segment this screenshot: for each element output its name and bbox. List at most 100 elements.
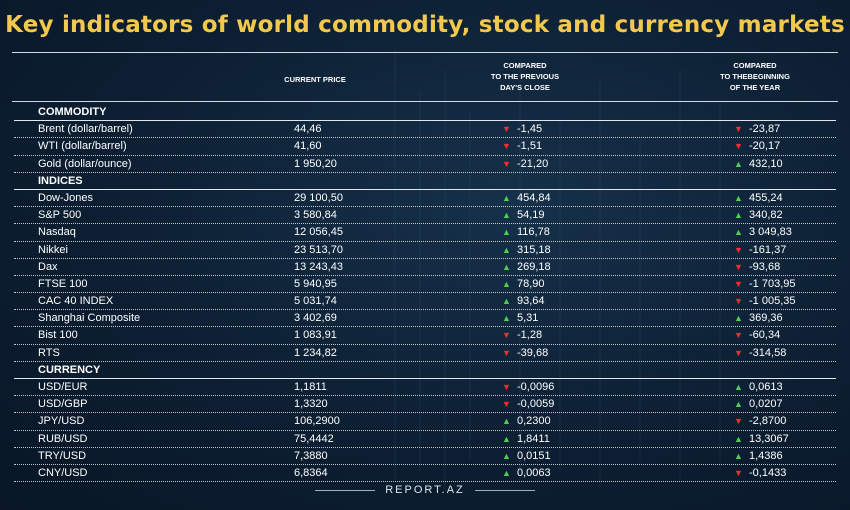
row-change-year: ▲ 432,10 (734, 158, 783, 170)
table-row: Dow-Jones 29 100,50 ▲ 454,84 ▲ 455,24 (14, 190, 836, 208)
row-change-day: ▼ -1,51 (502, 140, 542, 152)
row-name: TRY/USD (38, 449, 87, 462)
triangle-down-icon: ▼ (734, 278, 743, 289)
triangle-down-icon: ▼ (502, 141, 511, 152)
triangle-up-icon: ▲ (734, 399, 743, 410)
row-name: Dow-Jones (38, 191, 94, 204)
triangle-up-icon: ▲ (502, 244, 511, 255)
row-change-year: ▲ 340,82 (734, 209, 783, 221)
row-change-day: ▲ 269,18 (502, 261, 551, 273)
header-current-price: CURRENT PRICE (284, 75, 346, 84)
row-change-year: ▲ 1,4386 (734, 450, 783, 462)
row-name: Nasdaq (38, 226, 76, 239)
table-row: Shanghai Composite 3 402,69 ▲ 5,31 ▲ 369,36 (14, 310, 836, 328)
row-price: 75,4442 (294, 432, 334, 445)
header-compared-day: COMPARED TO THE PREVIOUS DAY'S CLOSE (470, 60, 580, 93)
triangle-up-icon: ▲ (502, 278, 511, 289)
row-change-year: ▲ 0,0613 (734, 381, 783, 393)
row-change-year: ▲ 13,3067 (734, 433, 789, 445)
row-price: 3 402,69 (294, 312, 337, 325)
header-day-line-1: COMPARED (503, 61, 547, 70)
footer-brand: REPORT.AZ (385, 484, 465, 496)
row-price: 1,3320 (294, 398, 328, 411)
row-name: Nikkei (38, 243, 68, 256)
triangle-up-icon: ▲ (502, 296, 511, 307)
table-row: WTI (dollar/barrel) 41,60 ▼ -1,51 ▼ -20,17 (14, 138, 836, 156)
row-price: 1 950,20 (294, 157, 337, 170)
row-change-day: ▲ 5,31 (502, 312, 538, 324)
row-change-year: ▼ -1 005,35 (734, 295, 795, 307)
triangle-down-icon: ▼ (502, 330, 511, 341)
header-year-line-1: COMPARED (733, 61, 777, 70)
change-day-value: 0,0151 (517, 449, 551, 462)
row-change-day: ▲ 0,0151 (502, 450, 551, 462)
change-year-value: -93,68 (749, 260, 781, 273)
row-name: USD/EUR (38, 381, 88, 393)
row-price: 29 100,50 (294, 191, 343, 204)
row-price: 3 580,84 (294, 209, 337, 222)
row-name: USD/GBP (38, 398, 88, 411)
change-year-value: -23,87 (749, 123, 781, 136)
row-change-day: ▲ 93,64 (502, 295, 545, 307)
row-change-year: ▼ -2,8700 (734, 415, 786, 427)
triangle-up-icon: ▲ (502, 450, 511, 461)
row-change-day: ▲ 315,18 (502, 244, 551, 256)
row-change-year: ▲ 369,36 (734, 312, 783, 324)
row-name: RTS (38, 346, 60, 359)
triangle-down-icon: ▼ (734, 296, 743, 307)
row-price: 44,46 (294, 123, 322, 136)
change-year-value: 0,0207 (749, 398, 783, 411)
triangle-down-icon: ▼ (734, 330, 743, 341)
row-change-year: ▼ -314,58 (734, 347, 786, 359)
row-change-year: ▼ -161,37 (734, 244, 786, 256)
change-year-value: 455,24 (749, 191, 783, 204)
triangle-up-icon: ▲ (502, 467, 511, 478)
change-day-value: 454,84 (517, 191, 551, 204)
section-header: INDICES (14, 173, 836, 190)
change-day-value: -39,68 (517, 346, 549, 359)
header-year-line-3: OF THE YEAR (729, 83, 781, 92)
row-price: 6,8364 (294, 466, 328, 479)
triangle-up-icon: ▲ (502, 227, 511, 238)
change-day-value: -0,0059 (517, 398, 555, 411)
change-day-value: -21,20 (517, 157, 549, 170)
row-change-year: ▼ -60,34 (734, 329, 780, 341)
row-change-year: ▲ 455,24 (734, 192, 783, 204)
row-name: Brent (dollar/barrel) (38, 123, 133, 136)
row-name: Shanghai Composite (38, 312, 141, 325)
section-header: CURRENCY (14, 362, 836, 379)
triangle-up-icon: ▲ (502, 313, 511, 324)
row-name: Bist 100 (38, 329, 78, 342)
change-day-value: 54,19 (517, 209, 545, 222)
table-row: S&P 500 3 580,84 ▲ 54,19 ▲ 340,82 (14, 207, 836, 225)
row-change-day: ▲ 1,8411 (502, 433, 550, 445)
header-top-rule (12, 52, 838, 53)
change-day-value: 0,2300 (517, 415, 551, 428)
change-day-value: -1,51 (517, 140, 543, 153)
header-bottom-rule (12, 101, 838, 102)
section-title: CURRENCY (38, 363, 101, 376)
row-name: Gold (dollar/ounce) (38, 157, 132, 170)
triangle-down-icon: ▼ (502, 347, 511, 358)
change-day-value: 269,18 (517, 260, 551, 273)
row-name: FTSE 100 (38, 277, 88, 290)
row-price: 5 940,95 (294, 277, 337, 290)
row-name: CAC 40 INDEX (38, 295, 114, 308)
change-day-value: -0,0096 (517, 381, 555, 393)
change-year-value: 369,36 (749, 312, 783, 325)
row-change-year: ▼ -1 703,95 (734, 278, 795, 290)
row-name: CNY/USD (38, 466, 88, 479)
triangle-down-icon: ▼ (502, 158, 511, 169)
triangle-up-icon: ▲ (502, 192, 511, 203)
row-price: 23 513,70 (294, 243, 343, 256)
row-price: 1,1811 (294, 381, 327, 393)
table-row: JPY/USD 106,2900 ▲ 0,2300 ▼ -2,8700 (14, 413, 836, 431)
row-price: 41,60 (294, 140, 322, 153)
header-year-line-2: TO THEBEGINNING (720, 72, 790, 81)
triangle-down-icon: ▼ (734, 124, 743, 135)
row-change-day: ▲ 454,84 (502, 192, 551, 204)
row-change-year: ▼ -20,17 (734, 140, 780, 152)
change-day-value: -1,45 (517, 123, 543, 136)
change-year-value: -60,34 (749, 329, 781, 342)
table-row: USD/EUR 1,1811 ▼ -0,0096 ▲ 0,0613 (14, 379, 836, 397)
